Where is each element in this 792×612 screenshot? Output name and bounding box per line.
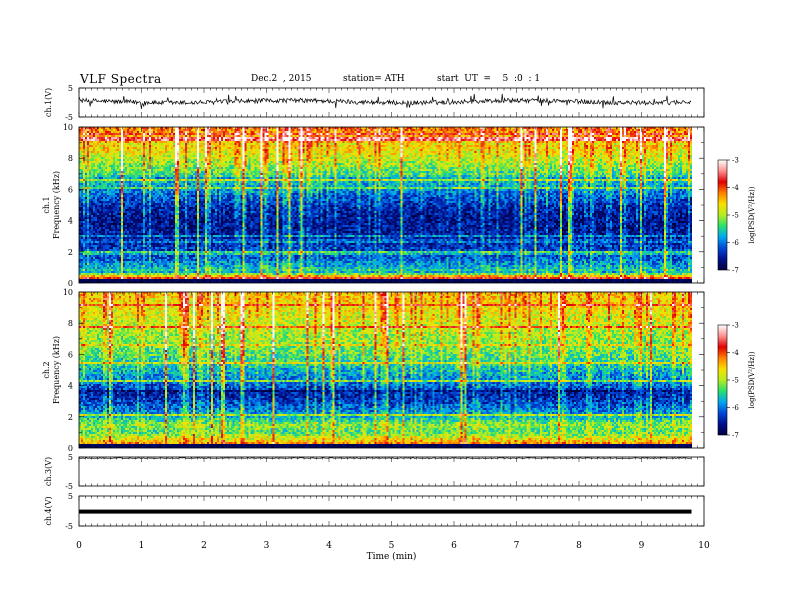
- colorbar-tick-label: -6: [732, 404, 739, 412]
- ch1-trace: [78, 93, 692, 110]
- colorbar-tick-label: -7: [732, 432, 739, 440]
- y-tick-label: 4: [68, 217, 73, 226]
- y-tick-label: 10: [63, 123, 73, 132]
- y-tick-label: -5: [65, 522, 73, 531]
- y-axis-label: ch.3(V): [44, 457, 53, 486]
- x-tick-label: 3: [264, 541, 270, 551]
- y-tick-label: 8: [68, 154, 73, 163]
- spectrogram-image-ch2: [79, 292, 692, 448]
- y-tick-label: -5: [65, 113, 73, 122]
- y-axis-label-channel: ch.1: [42, 196, 51, 213]
- x-axis-label: Time (min): [367, 551, 417, 562]
- colorbar-tick-label: -3: [732, 322, 739, 330]
- y-tick-label: 2: [68, 413, 73, 422]
- colorbar-tick-label: -4: [732, 349, 739, 357]
- y-axis-label-frequency: Frequency (kHz): [52, 336, 61, 404]
- y-tick-label: 5: [68, 453, 73, 462]
- y-axis-label-channel: ch.2: [42, 361, 51, 378]
- colorbar-ch2: [717, 324, 728, 436]
- y-tick-label: 4: [68, 382, 73, 391]
- y-axis-label: ch.4(V): [44, 496, 53, 525]
- y-tick-label: 5: [68, 84, 73, 93]
- colorbar-label: log(PSD(V²/Hz)): [748, 186, 756, 243]
- x-tick-label: 1: [139, 541, 145, 551]
- colorbar-tick-label: -5: [732, 212, 739, 220]
- colorbar-label: log(PSD(V²/Hz)): [748, 351, 756, 408]
- y-tick-label: 8: [68, 319, 73, 328]
- y-tick-label: 6: [68, 185, 73, 194]
- colorbar-tick-label: -7: [732, 267, 739, 275]
- start-time-label: start UT = 5 :0 : 1: [437, 74, 541, 84]
- x-tick-label: 6: [451, 541, 457, 551]
- x-tick-label: 8: [576, 541, 582, 551]
- y-tick-label: 10: [63, 288, 73, 297]
- y-axis-label: ch.1(V): [44, 88, 53, 117]
- x-tick-label: 7: [514, 541, 520, 551]
- colorbar-tick-label: -4: [732, 184, 739, 192]
- x-tick-label: 2: [201, 541, 207, 551]
- y-tick-label: -5: [65, 482, 73, 491]
- title: VLF Spectra: [80, 72, 162, 86]
- y-axis-label-frequency: Frequency (kHz): [52, 171, 61, 239]
- spectrogram-image-ch1: [79, 127, 692, 283]
- x-tick-label: 4: [326, 541, 332, 551]
- x-tick-label: 9: [639, 541, 645, 551]
- x-tick-label: 5: [389, 541, 395, 551]
- y-tick-label: 0: [68, 279, 73, 288]
- y-tick-label: 2: [68, 248, 73, 257]
- x-tick-label: 0: [76, 541, 82, 551]
- ch4-trace: [79, 509, 692, 514]
- date-label: Dec.2 , 2015: [251, 74, 312, 84]
- station-label: station= ATH: [343, 74, 405, 84]
- y-tick-label: 5: [68, 492, 73, 501]
- x-tick-label: 10: [698, 541, 710, 551]
- colorbar-tick-label: -3: [732, 157, 739, 165]
- y-tick-label: 0: [68, 444, 73, 453]
- y-tick-label: 6: [68, 350, 73, 359]
- colorbar-tick-label: -5: [732, 377, 739, 385]
- colorbar-tick-label: -6: [732, 239, 739, 247]
- colorbar-ch1: [717, 159, 728, 271]
